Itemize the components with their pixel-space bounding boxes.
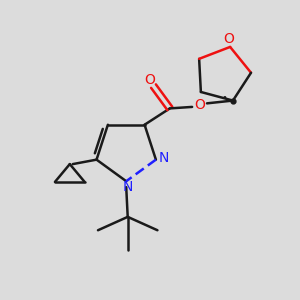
Text: O: O <box>223 32 234 46</box>
Text: O: O <box>194 98 205 112</box>
Text: O: O <box>145 73 155 87</box>
Text: N: N <box>158 151 169 165</box>
Text: N: N <box>122 180 133 194</box>
Text: •: • <box>222 93 228 103</box>
